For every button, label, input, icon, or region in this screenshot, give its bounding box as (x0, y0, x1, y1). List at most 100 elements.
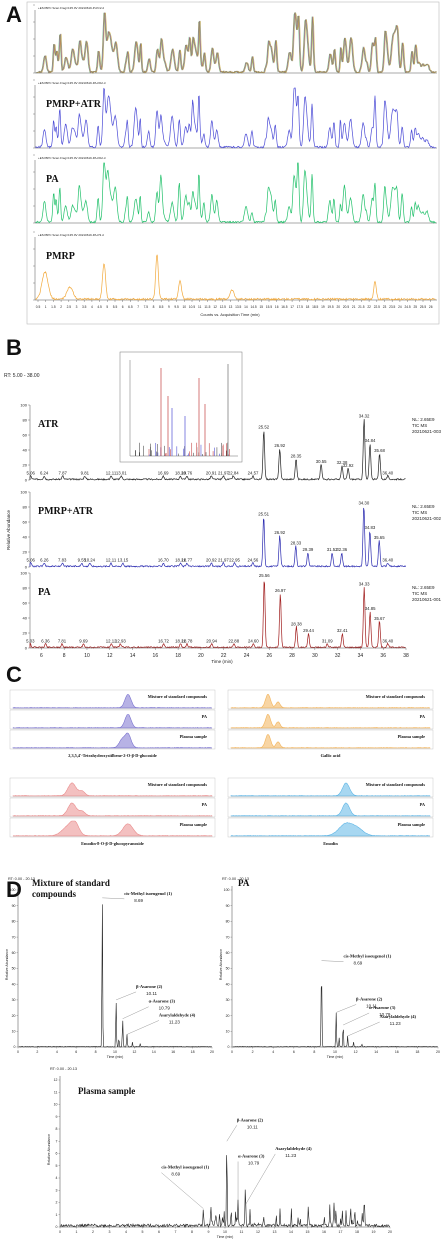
c-row-label: PA (420, 714, 426, 719)
d-xtick-label: 18 (191, 1050, 195, 1054)
c-row-label: PA (420, 802, 426, 807)
d-ytick-label: 2 (56, 1201, 58, 1205)
d-annot-name: β-Asarone (2) (356, 996, 383, 1001)
c-trace-fill (12, 820, 213, 837)
d-annot-rt: 11.23 (390, 1021, 401, 1026)
b-ytick-label: 60 (23, 601, 28, 606)
d-rt-range-2: RT: 0.00 - 20.13 (50, 1067, 77, 1071)
trace-b-peak-label: 5.03 (26, 639, 35, 644)
a-xtick-label: 19 (321, 305, 325, 309)
a-xtick-label: 20.5 (343, 305, 349, 309)
d-ytick-label: 100 (224, 888, 230, 892)
a-xtick-label: 21.5 (358, 305, 364, 309)
trace-b-peak-label: 22.88 (228, 639, 239, 644)
trace-b-peak-label: 24.56 (247, 558, 258, 563)
trace-b-peak-label: 28.35 (291, 453, 302, 458)
trace-b-peak-label: 34.85 (365, 606, 376, 611)
d-annot-leader (245, 1153, 276, 1206)
trace-b-peak-label: 18.21 (175, 558, 186, 563)
trace-b-peak-label: 28.33 (290, 540, 301, 545)
trace-a-line-2 (35, 162, 436, 224)
trace-b-label-1: PMRP+ATR (38, 506, 94, 517)
trace-b-peak-label: 32.38 (337, 460, 348, 465)
d-ytick-label: 80 (226, 920, 230, 924)
a-xtick-label: 2.5 (67, 305, 72, 309)
d-annot-name: cis-Methyl isoeugenol (1) (344, 954, 392, 959)
trace-b-nl-2: NL: 2.65E9 (412, 585, 435, 590)
panel-a-xaxis-label: Counts vs. Acquisition Time (min) (200, 312, 260, 317)
trace-a-line-0-3 (36, 11, 438, 74)
a-xtick-label: 1.5 (51, 305, 56, 309)
d-ytick-label: 60 (226, 951, 230, 955)
d-annot-rt: 11.23 (285, 1153, 296, 1158)
a-xtick-label: 25 (414, 305, 418, 309)
a-xtick-label: 15 (260, 305, 264, 309)
d-rt-range-1: RT: 0.00 - 20.13 (222, 877, 249, 881)
trace-b-peak-label: 21.97 (218, 471, 229, 476)
d-ytick-label: 40 (12, 982, 16, 986)
d-ytick-label: 6 (56, 1152, 58, 1156)
a-xtick-label: 25.5 (420, 305, 426, 309)
trace-b-peak-label: 20.91 (206, 471, 217, 476)
a-xtick-label: 7.5 (144, 305, 149, 309)
trace-b-label-0: ATR (38, 419, 59, 430)
b-ytick-label: 20 (23, 631, 28, 636)
c-trace-fill (230, 822, 431, 837)
c-row-frame (227, 689, 434, 710)
d-xtick-label: 6 (158, 1230, 160, 1234)
trace-b-peak-label: 36.40 (382, 639, 393, 644)
d-ytick-label: 90 (12, 904, 16, 908)
d-xtick-label: 0 (17, 1050, 19, 1054)
d-xtick-label: 12 (132, 1050, 136, 1054)
b-xtick-label: 10 (84, 653, 90, 659)
d-annot-name: cis-Methyl isoeugenol (1) (161, 1165, 209, 1170)
d-ytick-label: 10 (54, 1103, 58, 1107)
d-xtick-label: 10 (223, 1230, 227, 1234)
c-row-frame (9, 777, 216, 798)
trace-b-peak-label: 9.55 (78, 558, 87, 563)
a-xtick-label: 5.5 (113, 305, 118, 309)
d-xtick-label: 17 (339, 1230, 343, 1234)
d-trace-line-1 (232, 986, 438, 1048)
b-xtick-label: 24 (244, 653, 250, 659)
a-xtick-label: 21 (352, 305, 356, 309)
c-compound-name-1: Gallic acid (321, 753, 341, 758)
c-compound-name-3: Emodin (323, 841, 338, 846)
a-xtick-label: 3.5 (82, 305, 87, 309)
a-xtick-label: 11.5 (204, 305, 210, 309)
trace-b-peak-label: 7.87 (59, 471, 68, 476)
panel-letter-b: B (6, 335, 22, 360)
trace-b-peak-label: 6.26 (40, 558, 49, 563)
b-xtick-label: 32 (335, 653, 341, 659)
a-xtick-label: 6 (122, 305, 124, 309)
d-annot-rt: 10.11 (247, 1124, 258, 1129)
trace-b-peak-label: 13.01 (116, 471, 127, 476)
trace-b-peak-label: 9.81 (81, 471, 90, 476)
d-annot-rt: 10.79 (379, 1012, 391, 1017)
d-annot-name: α-Asarone (3) (238, 1154, 265, 1159)
d-xtick-label: 15 (306, 1230, 310, 1234)
a-xtick-label: 13 (229, 305, 233, 309)
trace-b-peak-label: 35.65 (374, 535, 385, 540)
d-ytick-label: 50 (226, 967, 230, 971)
trace-b-peak-label: 24.57 (248, 471, 259, 476)
trace-a-header-0: +ESI BPC Scan Frag=135.0V 20210619-Pi-Pc… (38, 6, 104, 10)
panel-b-ylabel: Relative Abundance (6, 509, 11, 550)
c-row-frame (9, 689, 216, 710)
b-ytick-label: 20 (23, 550, 28, 555)
c-trace-fill (12, 732, 213, 749)
a-xtick-label: 12 (213, 305, 217, 309)
c-trace-fill (12, 802, 213, 817)
c-row-frame (227, 797, 434, 818)
d-xtick-label: 18 (415, 1050, 419, 1054)
b-ytick-label: 40 (23, 448, 28, 453)
d-xtick-label: 14 (374, 1050, 378, 1054)
d-ytick-label: 9 (56, 1115, 58, 1119)
d-annot-name: Asarylaldehyde (4) (275, 1146, 312, 1151)
a-xtick-label: 14.5 (250, 305, 256, 309)
c-compound-name-0: 2,3,5,4'-Tetrahydroxystilbene-2-O-β-D-gl… (68, 753, 157, 758)
trace-b-peak-label: 34.32 (359, 413, 370, 418)
trace-b-peak-label: 6.24 (40, 471, 49, 476)
trace-b-peak-label: 7.83 (58, 558, 67, 563)
d-xtick-label: 6 (75, 1050, 77, 1054)
